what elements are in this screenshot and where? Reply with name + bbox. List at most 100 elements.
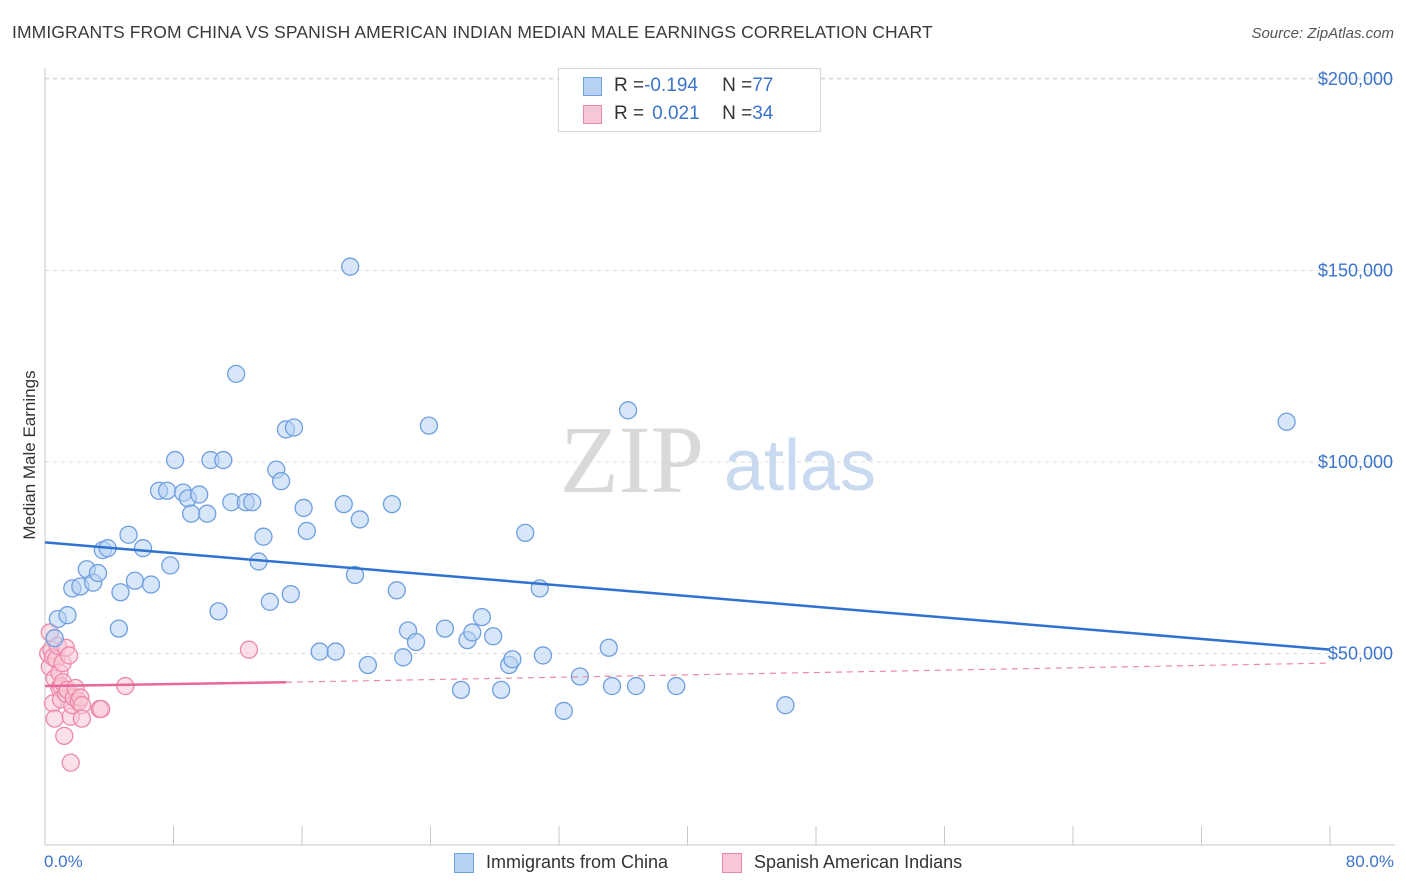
gridlines bbox=[45, 77, 1395, 654]
point-spanish bbox=[92, 699, 111, 719]
point-china bbox=[776, 696, 795, 715]
point-china bbox=[119, 525, 138, 544]
point-china bbox=[141, 575, 161, 594]
point-china bbox=[297, 521, 316, 541]
point-china bbox=[161, 556, 180, 575]
point-china bbox=[382, 494, 402, 514]
legend-swatch-china bbox=[583, 76, 602, 96]
y-tick-label: $150,000 bbox=[1318, 261, 1393, 281]
legend-row-spanish: R = 0.021 N = 34 bbox=[583, 101, 773, 127]
point-china bbox=[111, 583, 130, 602]
point-china bbox=[209, 602, 228, 621]
point-china bbox=[260, 592, 280, 611]
point-china bbox=[1277, 412, 1296, 431]
point-china bbox=[618, 401, 638, 420]
point-spanish bbox=[239, 640, 259, 659]
point-china bbox=[341, 257, 360, 276]
trend-line-china bbox=[44, 541, 1331, 651]
point-china bbox=[451, 680, 471, 700]
point-china bbox=[198, 504, 217, 523]
point-china bbox=[667, 676, 686, 696]
y-tick-label: $200,000 bbox=[1318, 69, 1393, 89]
legend-r-label: R = bbox=[614, 75, 645, 96]
point-spanish bbox=[59, 646, 79, 665]
point-china bbox=[157, 481, 177, 500]
point-china bbox=[350, 510, 369, 529]
point-spanish bbox=[72, 709, 92, 728]
trend-line-spanish-extended bbox=[285, 662, 1331, 683]
point-china bbox=[88, 563, 108, 583]
point-china bbox=[190, 485, 209, 504]
point-china bbox=[271, 471, 291, 491]
series-spanish-points bbox=[39, 623, 259, 772]
legend-n-label: N = bbox=[722, 75, 753, 96]
point-china bbox=[435, 619, 455, 638]
y-tick-labels: $50,000 $100,000 $150,000 $200,000 bbox=[1318, 69, 1393, 664]
point-china bbox=[284, 418, 304, 437]
trend-line-spanish bbox=[44, 680, 286, 688]
point-china bbox=[254, 527, 273, 546]
point-china bbox=[626, 676, 646, 696]
point-china bbox=[602, 676, 622, 696]
legend-swatch-spanish bbox=[583, 104, 602, 124]
legend-label-spanish: Spanish American Indians bbox=[754, 852, 963, 872]
chart-title: IMMIGRANTS FROM CHINA VS SPANISH AMERICA… bbox=[12, 22, 933, 42]
point-china bbox=[294, 498, 313, 518]
legend-label-china: Immigrants from China bbox=[486, 852, 669, 872]
point-china bbox=[419, 416, 439, 435]
axes bbox=[44, 68, 1395, 846]
watermark-zip: ZIP bbox=[560, 406, 704, 513]
watermark-atlas: atlas bbox=[724, 426, 876, 506]
point-china bbox=[483, 627, 503, 646]
source-label: Source: ZipAtlas.com bbox=[1251, 25, 1394, 42]
point-china bbox=[406, 632, 426, 652]
point-china bbox=[133, 539, 153, 558]
point-china bbox=[533, 646, 553, 665]
point-china bbox=[503, 650, 522, 669]
point-china bbox=[182, 504, 201, 523]
legend-item-spanish[interactable]: Spanish American Indians bbox=[722, 852, 962, 873]
legend-swatch-china bbox=[454, 852, 474, 873]
x-tick-label-max: 80.0% bbox=[1345, 852, 1394, 871]
point-spanish bbox=[55, 726, 74, 745]
point-china bbox=[554, 701, 573, 721]
point-china bbox=[599, 638, 618, 657]
legend-row-china: R = -0.194 N = 77 bbox=[583, 73, 773, 99]
legend-swatch-spanish bbox=[722, 852, 742, 873]
point-china bbox=[492, 680, 511, 700]
legend-n-value: 34 bbox=[752, 103, 774, 124]
stats-legend: R = -0.194 N = 77 R = 0.021 N = 34 bbox=[558, 68, 821, 132]
point-china bbox=[358, 655, 378, 675]
legend-r-value: 0.021 bbox=[652, 103, 700, 124]
point-china bbox=[387, 581, 406, 600]
point-china bbox=[45, 629, 64, 648]
point-china bbox=[310, 642, 329, 661]
series-china-points bbox=[45, 257, 1296, 721]
point-china bbox=[394, 648, 413, 667]
point-china bbox=[165, 450, 185, 470]
legend-r-label: R = bbox=[614, 103, 645, 124]
y-tick-label: $50,000 bbox=[1328, 644, 1393, 664]
x-tick-label-min: 0.0% bbox=[44, 852, 83, 871]
y-tick-label: $100,000 bbox=[1318, 452, 1393, 472]
legend-n-value: 77 bbox=[752, 75, 774, 96]
point-china bbox=[214, 450, 233, 470]
watermark: ZIP atlas bbox=[560, 406, 876, 513]
point-china bbox=[516, 523, 535, 543]
legend-item-china[interactable]: Immigrants from China bbox=[454, 852, 668, 873]
point-china bbox=[109, 619, 129, 638]
point-china bbox=[243, 493, 262, 512]
point-china bbox=[463, 623, 482, 642]
point-china bbox=[125, 571, 145, 590]
point-china bbox=[281, 584, 300, 604]
trend-lines bbox=[44, 541, 1331, 688]
point-spanish bbox=[45, 709, 64, 728]
legend-n-label: N = bbox=[722, 103, 753, 124]
point-china bbox=[326, 642, 345, 661]
point-china bbox=[472, 607, 492, 627]
point-china bbox=[345, 565, 365, 585]
series-legend: Immigrants from China Spanish American I… bbox=[0, 852, 1406, 878]
legend-r-value: -0.194 bbox=[644, 75, 698, 96]
point-china bbox=[226, 364, 246, 384]
